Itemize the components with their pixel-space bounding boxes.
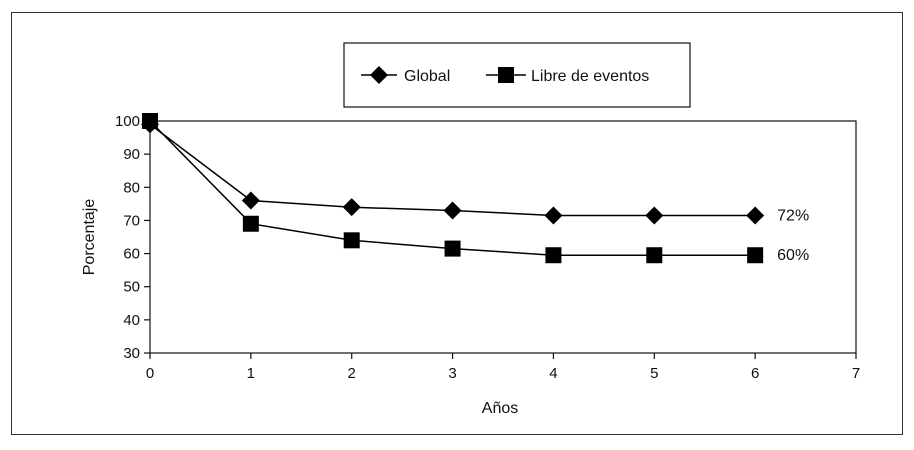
data-point-square <box>242 215 259 232</box>
x-tick-label: 6 <box>751 365 759 382</box>
x-tick-label: 5 <box>650 365 658 382</box>
x-tick-label: 3 <box>448 365 456 382</box>
data-point-square <box>444 240 461 257</box>
legend-label-global: Global <box>404 68 450 85</box>
legend-entry-libre: Libre de eventos <box>486 67 649 85</box>
legend-entry-global: Global <box>361 66 450 85</box>
data-point-diamond <box>544 206 563 225</box>
x-tick-label: 2 <box>348 365 356 382</box>
series-layer: 72% 60% <box>141 113 809 264</box>
legend-label-libre: Libre de eventos <box>531 68 649 85</box>
data-point-diamond <box>645 206 664 225</box>
data-point-diamond <box>342 198 361 217</box>
legend: Global Libre de eventos <box>343 42 691 108</box>
data-point-square <box>142 113 158 129</box>
y-tick-label: 60 <box>123 246 140 263</box>
x-tick-label: 1 <box>247 365 255 382</box>
data-point-diamond <box>443 201 462 220</box>
series-libre-de-eventos: 60% <box>142 113 809 264</box>
y-tick-label: 40 <box>123 312 140 329</box>
y-tick-label: 90 <box>123 146 140 163</box>
x-axis-title: Años <box>482 400 518 417</box>
series-end-label: 60% <box>777 247 809 264</box>
data-point-diamond <box>746 206 765 225</box>
data-point-diamond <box>241 191 260 210</box>
plot-area <box>149 120 857 354</box>
x-tick-label: 0 <box>146 365 154 382</box>
data-point-square <box>747 247 764 264</box>
y-axis-title: Porcentaje <box>81 199 98 276</box>
y-tick-label: 70 <box>123 212 140 229</box>
y-tick-label: 80 <box>123 179 140 196</box>
data-point-square <box>545 247 562 264</box>
legend-marker-libre <box>498 67 514 83</box>
x-tick-label: 4 <box>549 365 557 382</box>
legend-marker-global <box>370 66 388 84</box>
y-tick-label: 30 <box>123 345 140 362</box>
data-point-square <box>646 247 663 264</box>
data-point-square <box>343 232 360 249</box>
series-end-label: 72% <box>777 207 809 224</box>
axes: 30 40 50 60 70 80 90 100 0 1 2 3 4 5 6 7 <box>115 113 860 382</box>
y-tick-label: 100 <box>115 113 140 130</box>
x-tick-label: 7 <box>852 365 860 382</box>
y-tick-label: 50 <box>123 279 140 296</box>
